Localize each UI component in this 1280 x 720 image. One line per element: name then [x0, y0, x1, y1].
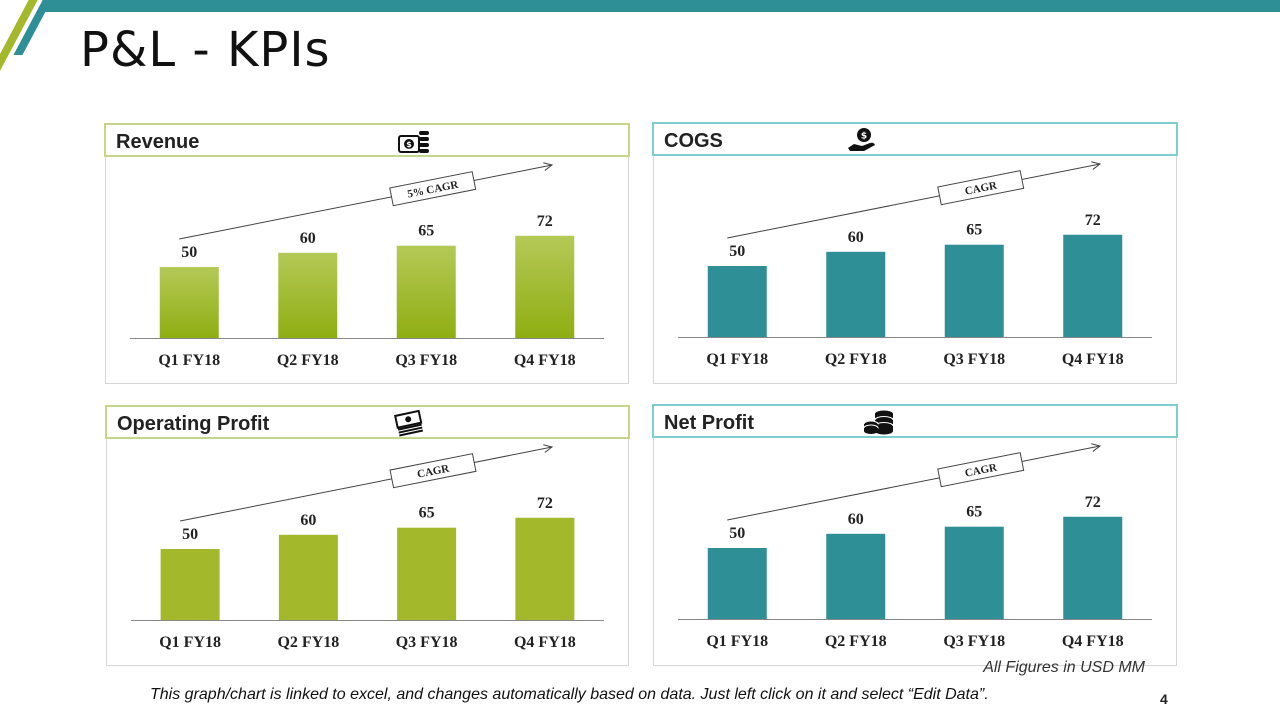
x-tick-label: Q4 FY18	[1062, 633, 1124, 650]
bar-q1-fy18	[159, 267, 219, 338]
bar-q4-fy18	[515, 517, 575, 620]
bar-q3-fy18	[396, 245, 456, 338]
x-tick-label: Q2 FY18	[825, 351, 887, 368]
svg-text:$: $	[861, 132, 867, 142]
bar-q1-fy18	[707, 266, 767, 337]
operating-profit-chart: 50 Q1 FY18 60 Q2 FY18 65 Q3 FY18 72 Q4 FY18 CAGR	[131, 444, 604, 651]
net-profit-panel-header: Net Profit	[652, 404, 1178, 438]
bar-q3-fy18	[397, 527, 457, 620]
trend-arrow-head	[1091, 161, 1102, 170]
cagr-annotation: CAGR	[937, 452, 1025, 488]
money-coins-icon: $	[398, 131, 429, 153]
data-label: 50	[729, 243, 745, 260]
cagr-annotation-box	[937, 170, 1025, 206]
revenue-chart: 50 Q1 FY18 60 Q2 FY18 65 Q3 FY18 72 Q4 FY18 5% C…	[130, 162, 604, 369]
x-tick-label: Q1 FY18	[706, 633, 768, 650]
trend-arrow-head	[543, 162, 554, 171]
net-profit-chart: 50 Q1 FY18 60 Q2 FY18 65 Q3 FY18 72 Q4 FY18 CAGR	[678, 443, 1152, 650]
bar-q4-fy18	[1063, 234, 1123, 337]
cogs-chart: 50 Q1 FY18 60 Q2 FY18 65 Q3 FY18 72 Q4 FY18 CAGR	[678, 161, 1152, 368]
data-label: 72	[1085, 212, 1101, 229]
page-number: 4	[1160, 691, 1168, 707]
x-tick-label: Q4 FY18	[514, 352, 576, 369]
revenue-panel: Revenue $ 50 Q1 FY18 60 Q2 FY18 65 Q3 FY18 72 Q…	[104, 123, 630, 384]
data-label: 65	[419, 505, 435, 522]
data-label: 72	[1085, 494, 1101, 511]
data-label: 65	[418, 223, 434, 240]
x-tick-label: Q1 FY18	[706, 351, 768, 368]
data-label: 72	[537, 495, 553, 512]
x-tick-label: Q3 FY18	[943, 633, 1005, 650]
operating-profit-panel-title: Operating Profit	[117, 413, 270, 435]
data-label: 60	[300, 512, 316, 529]
edit-data-instruction: This graph/chart is linked to excel, and…	[150, 686, 989, 703]
coin-stack-icon	[863, 410, 894, 435]
operating-profit-panel-header: Operating Profit	[105, 405, 630, 439]
bar-q1-fy18	[160, 549, 220, 620]
trend-arrow	[727, 445, 1101, 521]
cogs-panel: COGS $ 50 Q1 FY18 60 Q2 FY18 65 Q3 FY18 72 Q4 F…	[652, 122, 1178, 384]
data-label: 65	[966, 222, 982, 239]
page-title: P&L - KPIs	[80, 22, 331, 78]
operating-profit-panel: Operating Profit 50 Q1 FY18 60 Q2 FY18 65 Q3 …	[105, 405, 630, 666]
svg-text:$: $	[406, 140, 412, 149]
bar-q2-fy18	[278, 534, 338, 620]
trend-arrow	[180, 446, 553, 522]
x-tick-label: Q1 FY18	[159, 634, 221, 651]
bar-q3-fy18	[944, 526, 1004, 619]
data-label: 60	[848, 511, 864, 528]
cagr-annotation: CAGR	[389, 453, 477, 489]
cagr-annotation-box	[937, 452, 1025, 488]
cogs-panel-title: COGS	[664, 130, 723, 152]
trend-arrow	[179, 164, 553, 240]
revenue-panel-header: Revenue $	[104, 123, 630, 157]
x-tick-label: Q3 FY18	[943, 351, 1005, 368]
top-accent-bar	[45, 0, 1280, 12]
bar-q3-fy18	[944, 244, 1004, 337]
data-label: 50	[729, 525, 745, 542]
data-label: 50	[181, 244, 197, 261]
units-note: All Figures in USD MM	[983, 659, 1145, 676]
data-label: 60	[300, 230, 316, 247]
trend-arrow-head	[1091, 443, 1102, 452]
hand-coin-icon: $	[848, 128, 875, 151]
cagr-annotation-box	[389, 171, 477, 207]
bar-q2-fy18	[278, 252, 338, 338]
data-label: 50	[182, 526, 198, 543]
cogs-panel-header: COGS $	[652, 122, 1178, 156]
x-tick-label: Q2 FY18	[277, 352, 339, 369]
bar-q2-fy18	[826, 533, 886, 619]
data-label: 65	[966, 504, 982, 521]
net-profit-panel: Net Profit 50 Q1 FY18 60 Q2 FY18 65 Q3 FY18 72…	[652, 404, 1178, 666]
x-tick-label: Q2 FY18	[825, 633, 887, 650]
x-tick-label: Q3 FY18	[395, 352, 457, 369]
data-label: 72	[537, 213, 553, 230]
net-profit-panel-title: Net Profit	[664, 412, 754, 434]
x-tick-label: Q4 FY18	[514, 634, 576, 651]
bar-q2-fy18	[826, 251, 886, 337]
cagr-annotation: 5% CAGR	[389, 171, 477, 207]
trend-arrow-head	[543, 444, 554, 453]
cash-stack-icon	[394, 409, 424, 437]
data-label: 60	[848, 229, 864, 246]
trend-arrow	[727, 163, 1101, 239]
x-tick-label: Q3 FY18	[396, 634, 458, 651]
x-tick-label: Q4 FY18	[1062, 351, 1124, 368]
revenue-panel-title: Revenue	[116, 131, 200, 153]
cagr-annotation-box	[389, 453, 477, 489]
bar-q4-fy18	[515, 235, 575, 338]
bar-q1-fy18	[707, 548, 767, 619]
x-tick-label: Q1 FY18	[158, 352, 220, 369]
x-tick-label: Q2 FY18	[277, 634, 339, 651]
bar-q4-fy18	[1063, 516, 1123, 619]
cagr-annotation: CAGR	[937, 170, 1025, 206]
